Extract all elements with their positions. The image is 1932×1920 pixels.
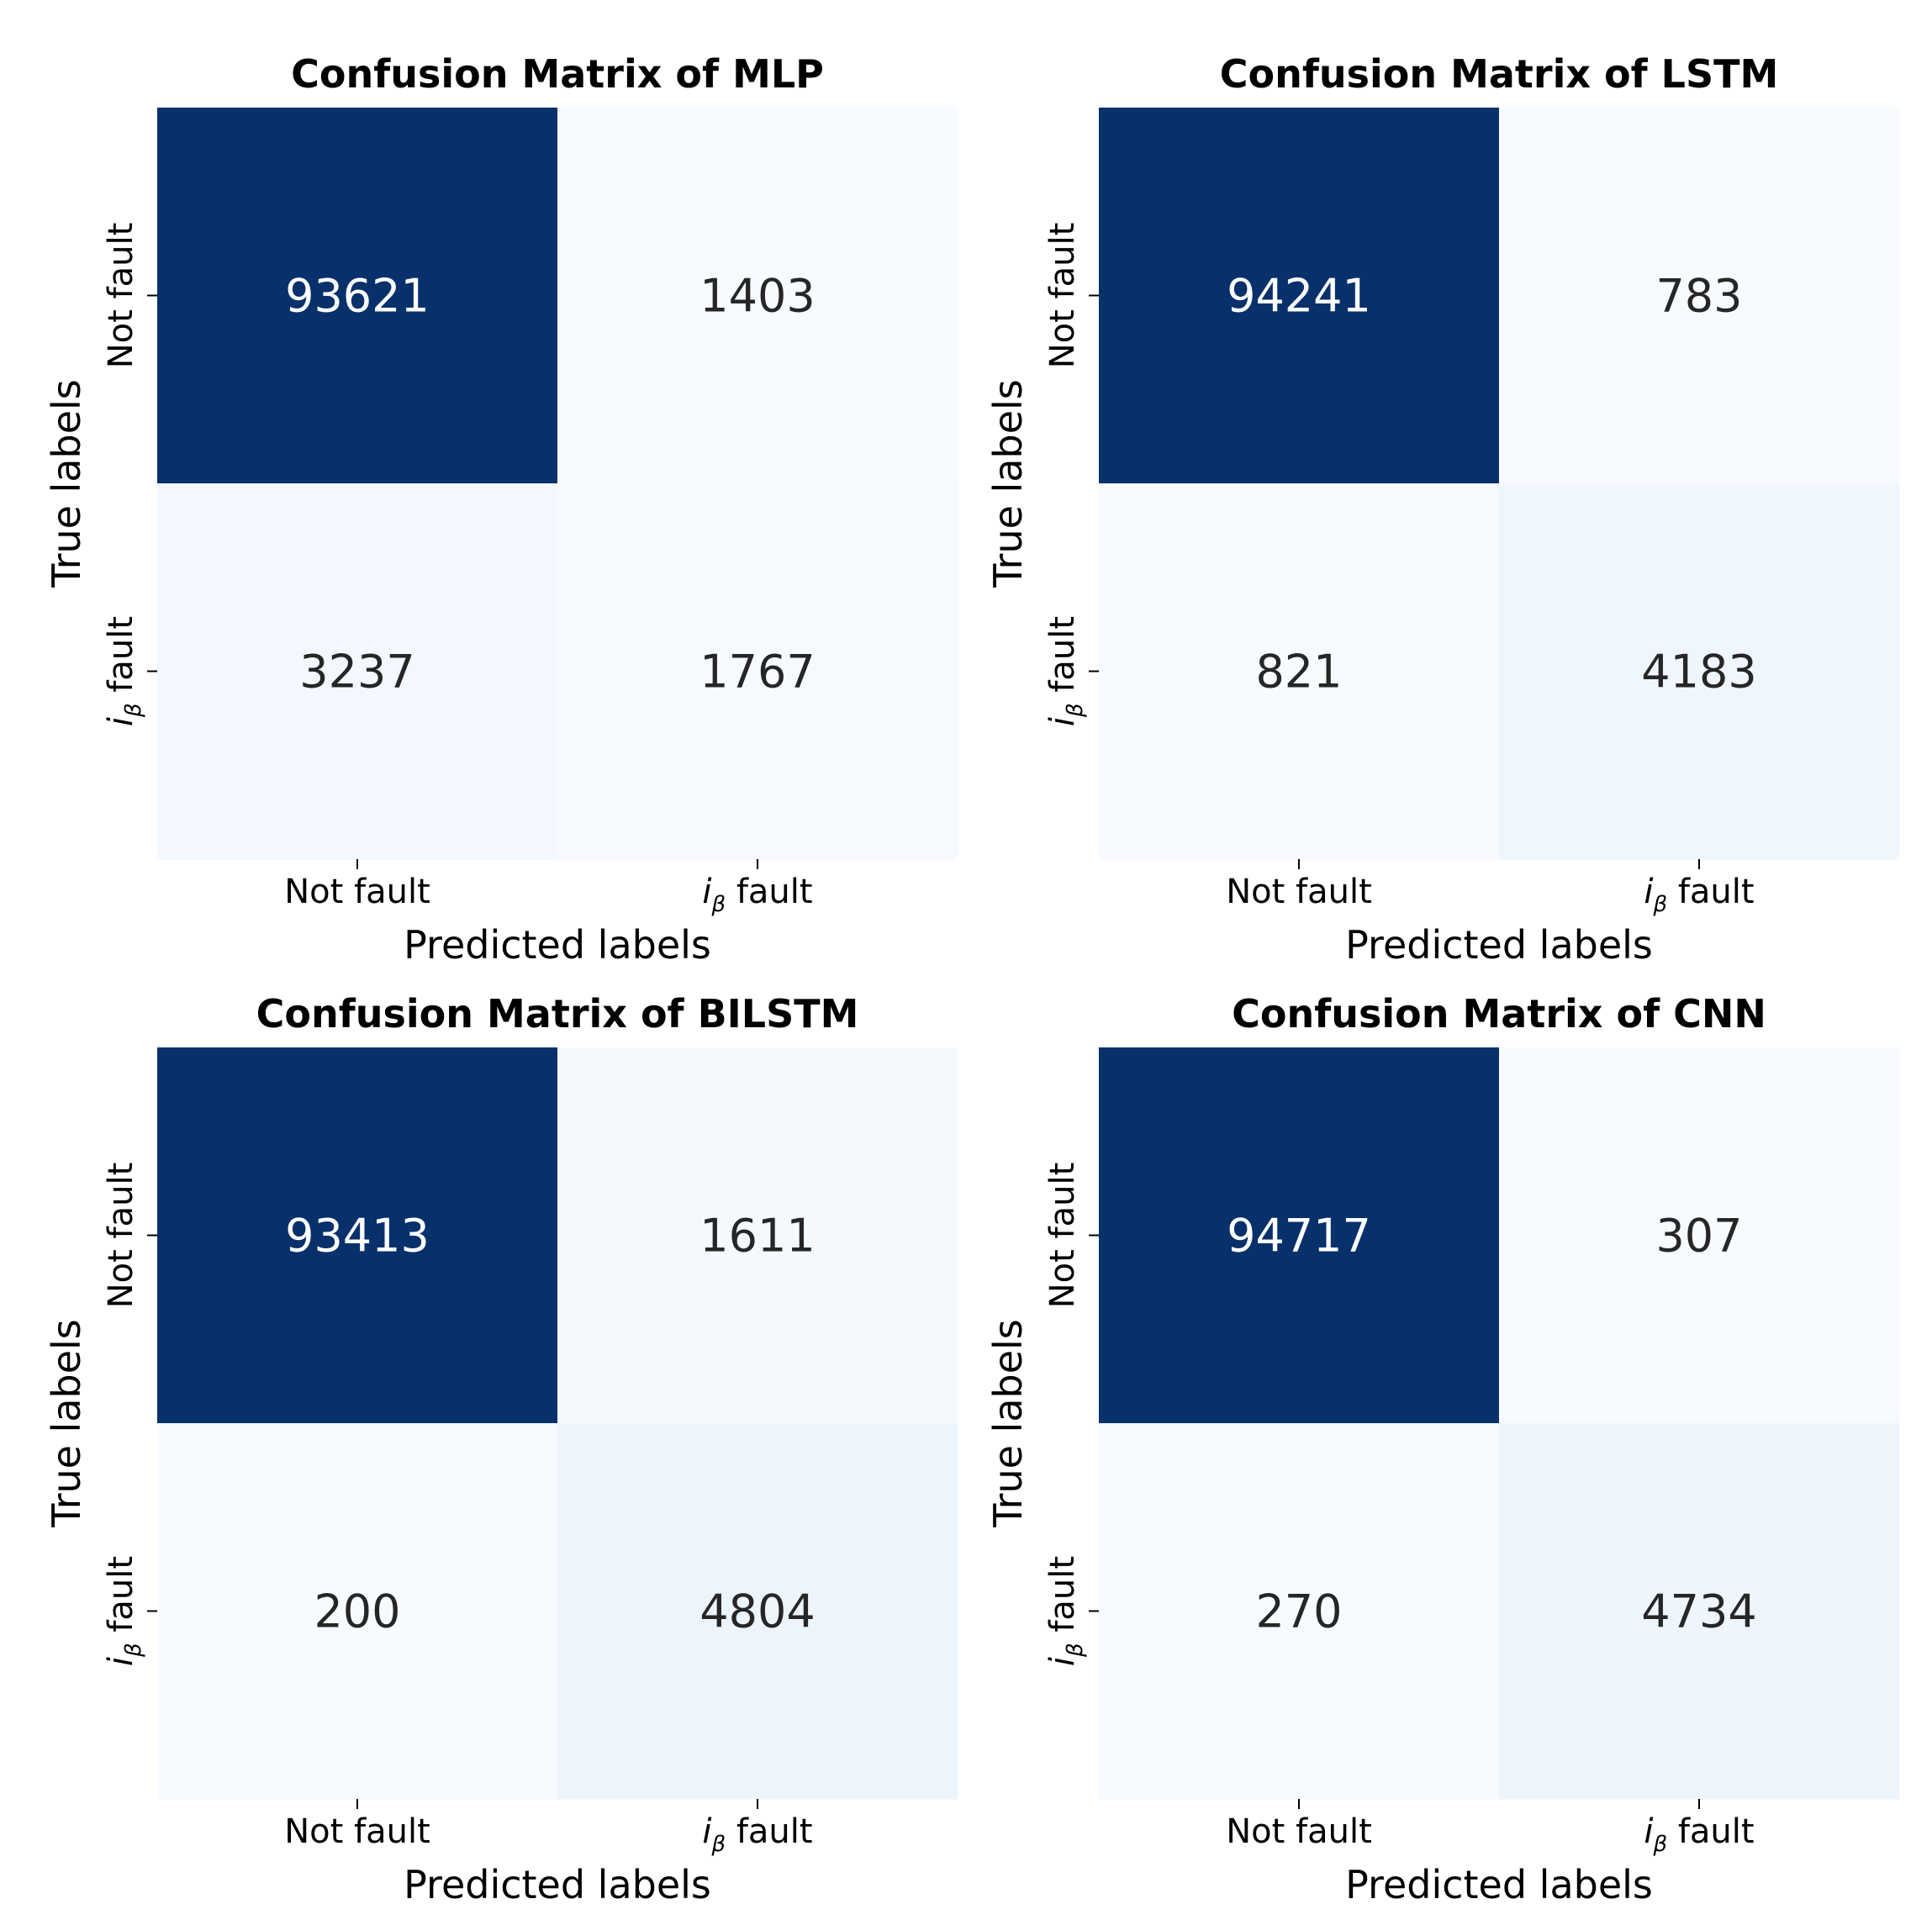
heatmap-cell-0-0 [157, 1047, 558, 1424]
chart-title: Confusion Matrix of CNN [1232, 991, 1766, 1036]
x-tick-label-0: Not fault [1226, 873, 1372, 911]
heatmap-cell-1-1 [557, 483, 958, 860]
x-tick-label-1: iβ fault [702, 1812, 812, 1857]
y-tick-label-1: iβ fault [1043, 1556, 1088, 1666]
heatmap-cell-1-0 [157, 1423, 558, 1800]
heatmap-cell-0-1 [1499, 1047, 1900, 1424]
cell-value-1-1: 4734 [1641, 1585, 1756, 1638]
x-tick-label-0: Not fault [284, 873, 430, 911]
cell-value-0-1: 783 [1655, 270, 1742, 323]
x-axis-label: Predicted labels [404, 922, 711, 968]
heatmap-cell-0-1 [557, 108, 958, 484]
x-tick-label-1: iβ fault [1644, 873, 1754, 917]
y-axis-label: True labels [44, 379, 89, 588]
x-axis-label: Predicted labels [404, 1862, 711, 1907]
y-tick-label-0: Not fault [1043, 223, 1082, 369]
chart-title: Confusion Matrix of BILSTM [256, 991, 859, 1036]
cell-value-0-1: 307 [1655, 1210, 1742, 1263]
panel-1: 94241 783 821 4183 Confusion Matrix of LSTM N… [985, 51, 1900, 968]
y-axis-label: True labels [985, 1319, 1031, 1528]
panel-3: 94717 307 270 4734 Confusion Matrix of CNN No… [985, 991, 1900, 1907]
heatmap-cell-0-1 [557, 1047, 958, 1424]
cell-value-1-1: 4183 [1641, 646, 1756, 699]
cell-value-1-0: 270 [1255, 1585, 1342, 1638]
x-axis-label: Predicted labels [1345, 922, 1653, 968]
heatmap-cell-0-0 [1099, 1047, 1500, 1424]
cell-value-1-1: 4804 [699, 1585, 815, 1638]
heatmap-cell-1-1 [1499, 1423, 1900, 1800]
cell-value-1-1: 1767 [699, 646, 815, 699]
x-tick-label-1: iβ fault [702, 873, 812, 917]
cell-value-0-0: 93621 [285, 270, 430, 323]
panel-2: 93413 1611 200 4804 Confusion Matrix of BILS… [44, 991, 958, 1907]
cell-value-0-0: 94241 [1227, 270, 1371, 323]
heatmap-cell-1-0 [1099, 483, 1500, 860]
y-tick-label-0: Not fault [102, 223, 140, 369]
cell-value-0-0: 94717 [1227, 1210, 1371, 1263]
heatmap-cell-0-0 [1099, 108, 1500, 484]
cell-value-1-0: 3237 [299, 646, 414, 699]
y-tick-label-0: Not fault [1043, 1163, 1082, 1309]
cell-value-1-0: 821 [1255, 646, 1342, 699]
y-tick-label-0: Not fault [102, 1163, 140, 1309]
y-axis-label: True labels [985, 379, 1031, 588]
y-axis-label: True labels [44, 1319, 89, 1528]
y-tick-label-1: iβ fault [102, 616, 146, 726]
chart-title: Confusion Matrix of LSTM [1220, 51, 1779, 97]
heatmap-cell-1-1 [1499, 483, 1900, 860]
chart-title: Confusion Matrix of MLP [291, 51, 824, 97]
cell-value-0-1: 1611 [699, 1210, 815, 1263]
cell-value-0-1: 1403 [699, 270, 815, 323]
panel-0: 93621 1403 3237 1767 Confusion Matrix of MLP… [44, 51, 958, 968]
x-tick-label-0: Not fault [1226, 1812, 1372, 1851]
y-tick-label-1: iβ fault [1043, 616, 1088, 726]
x-tick-label-1: iβ fault [1644, 1812, 1754, 1857]
x-axis-label: Predicted labels [1345, 1862, 1653, 1907]
cell-value-1-0: 200 [314, 1585, 400, 1638]
cell-value-0-0: 93413 [285, 1210, 430, 1263]
heatmap-cell-0-0 [157, 108, 558, 484]
y-tick-label-1: iβ fault [102, 1556, 146, 1666]
x-tick-label-0: Not fault [284, 1812, 430, 1851]
heatmap-cell-0-1 [1499, 108, 1900, 484]
heatmap-cell-1-1 [557, 1423, 958, 1800]
heatmap-cell-1-0 [1099, 1423, 1500, 1800]
heatmap-cell-1-0 [157, 483, 558, 860]
